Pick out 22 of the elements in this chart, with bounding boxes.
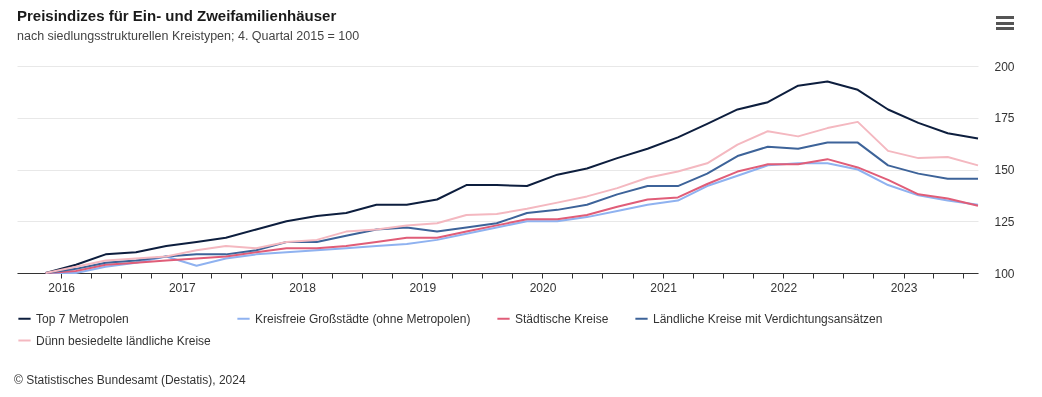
- chart-subtitle: nach siedlungsstrukturellen Kreistypen; 4. Quartal 2015 = 100: [17, 28, 360, 43]
- chart-title: Preisindizes für Ein- und Zweifamilienhäuser: [17, 6, 337, 24]
- text: © Statistisches Bundesamt (Destatis), 2024: [14, 373, 246, 387]
- legend-label: Top 7 Metropolen: [36, 311, 129, 326]
- x-tick-label: 2022: [770, 280, 798, 295]
- legend-label: Ländliche Kreise mit Verdichtungsansätzen: [653, 311, 883, 326]
- x-tick-label: 2017: [168, 280, 196, 295]
- x-tick-label: 2019: [409, 280, 437, 295]
- legend-label: Dünn besiedelte ländliche Kreise: [36, 333, 212, 348]
- x-tick-label: 2023: [890, 280, 918, 295]
- x-tick-label: 2020: [529, 280, 557, 295]
- y-tick-label: 125: [994, 214, 1015, 229]
- legend-label: Kreisfreie Großstädte (ohne Metropolen): [255, 311, 471, 326]
- y-tick-label: 100: [994, 266, 1015, 281]
- y-tick-label: 175: [994, 111, 1015, 126]
- line-series: [44, 80, 979, 274]
- y-tick-label: 150: [994, 163, 1015, 177]
- legend-label: Städtische Kreise: [515, 311, 609, 326]
- x-tick-label: 2018: [289, 280, 317, 295]
- y-tick-label: 200: [994, 59, 1015, 74]
- x-tick-label: 2021: [650, 280, 678, 295]
- x-tick-label: 2016: [48, 280, 76, 295]
